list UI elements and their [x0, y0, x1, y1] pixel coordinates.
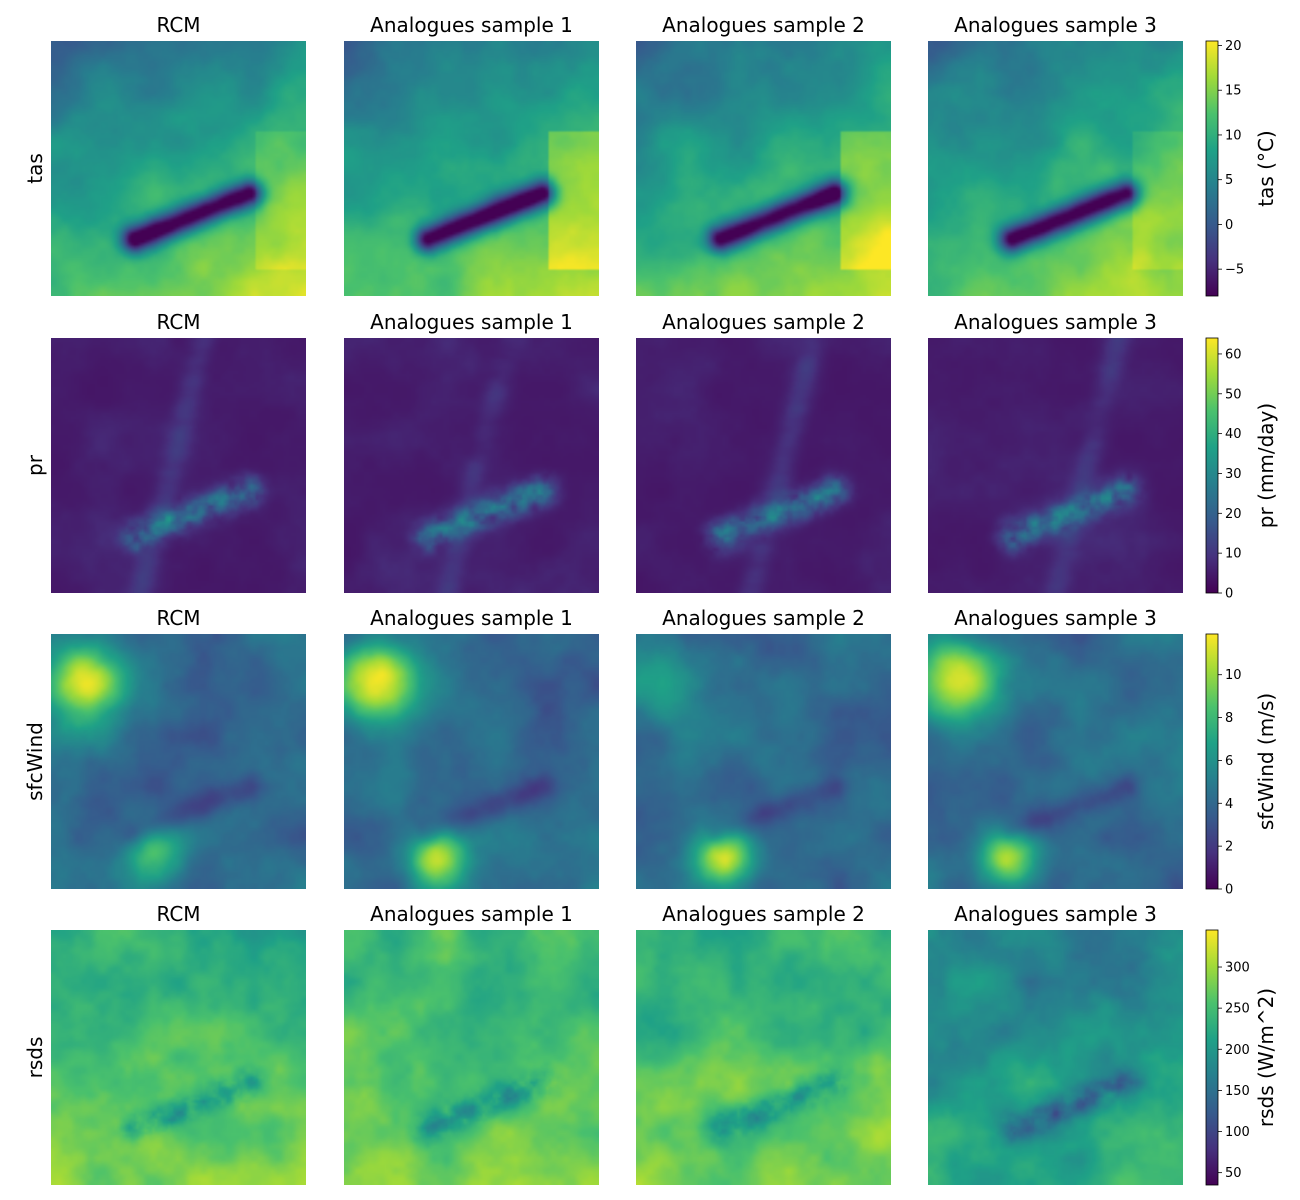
heatmap-panel-tas-1 [51, 41, 306, 296]
colorbar-rsds [1205, 929, 1219, 1186]
panel-title: Analogues sample 3 [954, 606, 1157, 630]
panel-title: Analogues sample 2 [662, 902, 865, 926]
colorbar-tick-label: 40 [1225, 427, 1242, 442]
colorbar-tick-label: 20 [1225, 507, 1242, 522]
heatmap-panel-pr-4 [928, 338, 1183, 593]
heatmap-panel-sfcWind-2 [344, 634, 599, 889]
colorbar-tick-label: 10 [1225, 128, 1242, 143]
colorbar-tick-label: 15 [1225, 84, 1242, 99]
panel-title: Analogues sample 2 [662, 310, 865, 334]
panel-title: Analogues sample 2 [662, 13, 865, 37]
colorbar-tick-label: 0 [1225, 883, 1233, 898]
row-label-tas: tas [23, 153, 47, 184]
heatmap-panel-pr-1 [51, 338, 306, 593]
colorbar-tick-label: 50 [1225, 387, 1242, 402]
colorbar-tick-label: 50 [1225, 1166, 1242, 1181]
colorbar-tick-label: 100 [1225, 1125, 1250, 1140]
colorbar-tick-label: 250 [1225, 1002, 1250, 1017]
heatmap-panel-tas-3 [636, 41, 891, 296]
colorbar-tick-label: 8 [1225, 711, 1233, 726]
colorbar-tick-label: 150 [1225, 1084, 1250, 1099]
colorbar-tick-label: 300 [1225, 961, 1250, 976]
panel-title: RCM [156, 606, 200, 630]
panel-title: Analogues sample 3 [954, 13, 1157, 37]
colorbar-tick-label: 6 [1225, 754, 1233, 769]
row-label-sfcWind: sfcWind [23, 722, 47, 801]
heatmap-panel-tas-4 [928, 41, 1183, 296]
colorbar-tick-label: 30 [1225, 467, 1242, 482]
panel-title: Analogues sample 1 [370, 606, 573, 630]
colorbar-sfcWind [1205, 633, 1219, 890]
row-label-rsds: rsds [23, 1037, 47, 1079]
colorbar-label-sfcWind: sfcWind (m/s) [1254, 693, 1278, 830]
heatmap-panel-pr-3 [636, 338, 891, 593]
panel-title: Analogues sample 1 [370, 902, 573, 926]
colorbar-tick-label: 60 [1225, 347, 1242, 362]
row-label-pr: pr [23, 454, 47, 476]
colorbar-tick-label: 2 [1225, 840, 1233, 855]
colorbar-label-rsds: rsds (W/m^2) [1254, 988, 1278, 1127]
colorbar-label-pr: pr (mm/day) [1254, 403, 1278, 528]
panel-title: RCM [156, 902, 200, 926]
panel-title: RCM [156, 310, 200, 334]
heatmap-panel-sfcWind-4 [928, 634, 1183, 889]
panel-title: Analogues sample 1 [370, 310, 573, 334]
panel-title: Analogues sample 3 [954, 902, 1157, 926]
heatmap-panel-rsds-4 [928, 930, 1183, 1185]
heatmap-panel-rsds-3 [636, 930, 891, 1185]
colorbar-pr [1205, 337, 1219, 594]
colorbar-tas [1205, 40, 1219, 297]
panel-title: Analogues sample 2 [662, 606, 865, 630]
colorbar-tick-label: 4 [1225, 797, 1233, 812]
colorbar-tick-label: 0 [1225, 587, 1233, 602]
heatmap-panel-sfcWind-3 [636, 634, 891, 889]
heatmap-panel-pr-2 [344, 338, 599, 593]
colorbar-tick-label: 200 [1225, 1043, 1250, 1058]
colorbar-tick-label: 10 [1225, 547, 1242, 562]
colorbar-tick-label: 10 [1225, 668, 1242, 683]
heatmap-panel-tas-2 [344, 41, 599, 296]
colorbar-label-tas: tas (°C) [1254, 130, 1278, 206]
colorbar-tick-label: −5 [1225, 263, 1244, 278]
colorbar-tick-label: 20 [1225, 39, 1242, 54]
panel-title: Analogues sample 3 [954, 310, 1157, 334]
panel-title: RCM [156, 13, 200, 37]
colorbar-tick-label: 5 [1225, 173, 1233, 188]
heatmap-panel-sfcWind-1 [51, 634, 306, 889]
colorbar-tick-label: 0 [1225, 218, 1233, 233]
heatmap-panel-rsds-1 [51, 930, 306, 1185]
heatmap-panel-rsds-2 [344, 930, 599, 1185]
panel-title: Analogues sample 1 [370, 13, 573, 37]
